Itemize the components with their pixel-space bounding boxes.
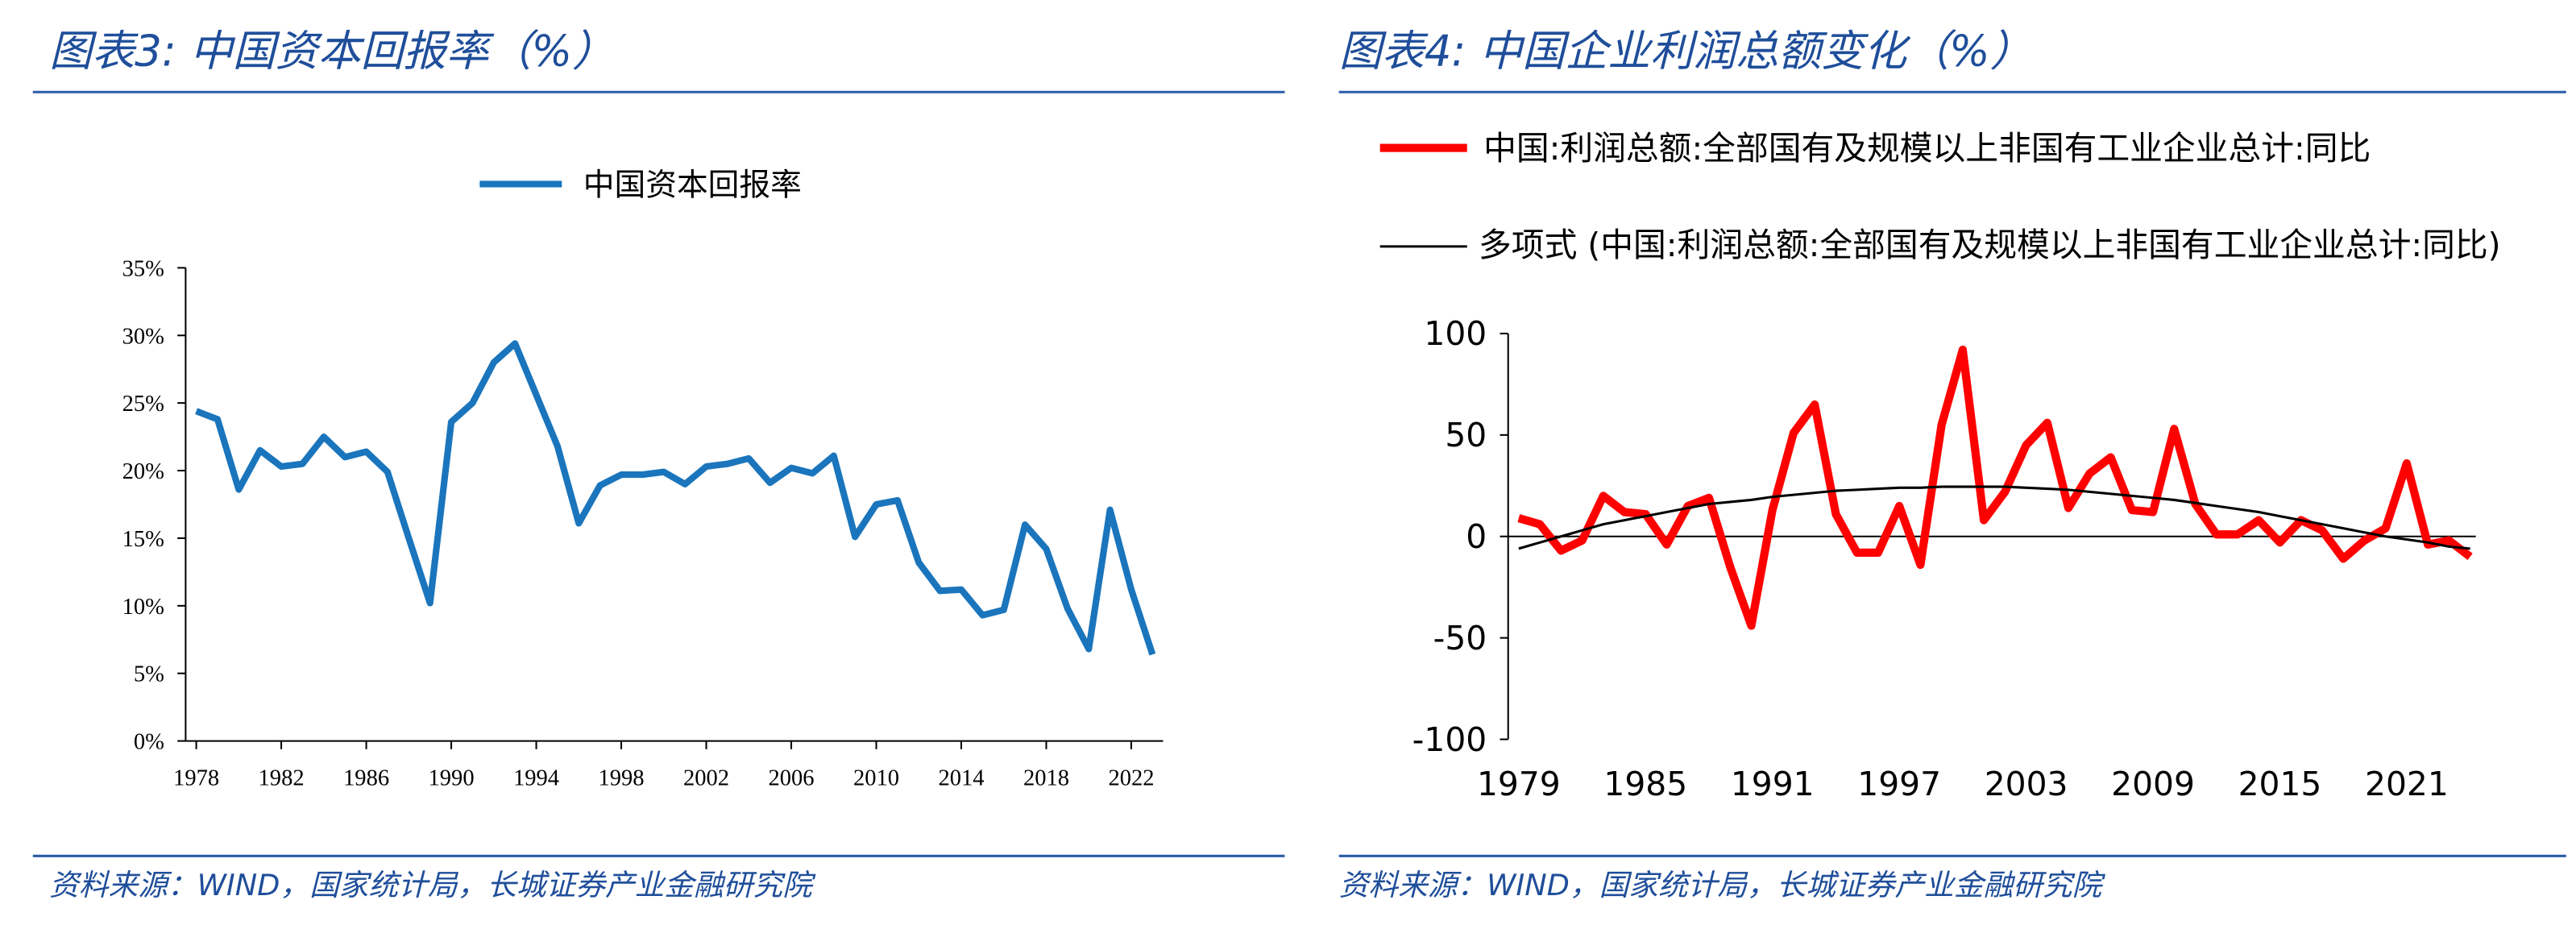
y-tick-label: 50	[1445, 416, 1487, 454]
legend-label: 中国资本回报率	[583, 168, 802, 204]
y-tick-label: 35%	[122, 256, 164, 281]
x-tick-label: 1994	[513, 766, 559, 791]
y-tick-label: 0	[1466, 517, 1487, 556]
y-tick-label: 15%	[122, 527, 164, 552]
x-tick-label: 2018	[1023, 766, 1069, 791]
x-tick-label: 2014	[938, 766, 984, 791]
x-tick-label: 1978	[173, 766, 219, 791]
legend-label: 中国:利润总额:全部国有及规模以上非国有工业企业总计:同比	[1483, 129, 2371, 168]
x-tick-label: 2003	[1985, 765, 2068, 803]
y-tick-label: 20%	[122, 459, 164, 484]
x-tick-label: 2006	[768, 766, 814, 791]
chart-title: 图表4: 中国企业利润总额变化（%）	[1339, 27, 2033, 77]
source-note: 资料来源：WIND，国家统计局，长城证券产业金融研究院	[49, 868, 816, 902]
legend-box: 多项式 (中国:利润总额:全部国有及规模以上非国有工业企业总计:同比)	[1479, 225, 2501, 265]
x-tick-label: 2010	[853, 766, 899, 791]
y-tick-label: 30%	[122, 324, 164, 349]
data-line	[195, 340, 1156, 656]
y-tick-label: 25%	[122, 392, 164, 417]
x-tick-label: 1979	[1477, 765, 1561, 803]
x-tick-label: 1986	[343, 766, 389, 791]
data-line	[1518, 485, 2470, 550]
y-tick-label: 5%	[134, 662, 164, 687]
x-tick-label: 2021	[2365, 765, 2449, 803]
data-line	[1517, 345, 2473, 630]
x-tick-label: 2022	[1108, 766, 1154, 791]
x-tick-label: 1982	[259, 766, 305, 791]
chart-title: 图表3: 中国资本回报率（%）	[49, 27, 615, 77]
y-tick-label: -50	[1433, 619, 1487, 657]
legend-label: 多项式 (中国:利润总额:全部国有及规模以上非国有工业企业总计:同比)	[1479, 225, 2501, 265]
y-tick-label: 0%	[134, 730, 164, 755]
y-tick-label: 100	[1424, 314, 1487, 353]
y-tick-label: -100	[1412, 720, 1487, 759]
x-tick-label: 1997	[1857, 765, 1941, 803]
x-tick-label: 1991	[1731, 765, 1815, 803]
x-tick-label: 2015	[2238, 765, 2322, 803]
x-tick-label: 2002	[683, 766, 729, 791]
y-tick-label: 10%	[122, 595, 164, 620]
x-tick-label: 1985	[1603, 765, 1687, 803]
source-note: 资料来源：WIND，国家统计局，长城证券产业金融研究院	[1339, 868, 2106, 902]
x-tick-label: 2009	[2111, 765, 2195, 803]
x-tick-label: 1990	[429, 766, 475, 791]
x-tick-label: 1998	[599, 766, 645, 791]
